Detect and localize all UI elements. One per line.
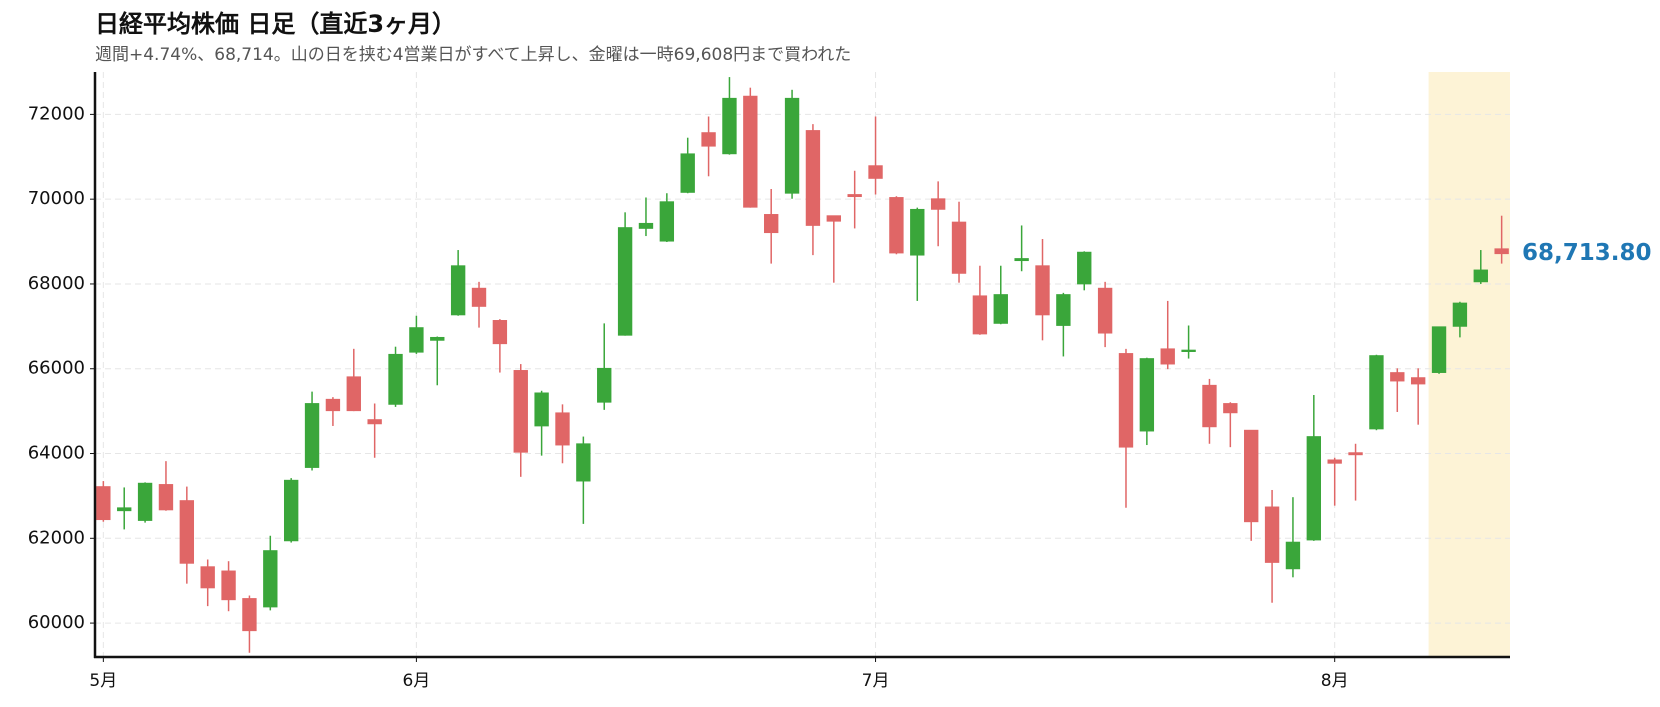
- candle-body: [951, 221, 967, 274]
- candle-body: [1118, 353, 1134, 448]
- y-tick-label: 70000: [28, 188, 85, 209]
- candle-body: [1056, 294, 1071, 326]
- candle-body: [638, 222, 654, 229]
- candle-body: [597, 367, 612, 403]
- candle-body: [304, 403, 320, 468]
- x-tick-label: 5月: [89, 671, 117, 691]
- candle-body: [1390, 372, 1405, 382]
- candle-body: [1202, 384, 1217, 428]
- candle-body: [179, 500, 195, 564]
- candle-body: [1223, 403, 1238, 414]
- candle-body: [576, 443, 591, 482]
- candle-body: [1306, 436, 1322, 541]
- candle-body: [701, 132, 716, 147]
- candle-body: [117, 507, 132, 512]
- chart-subtitle: 週間+4.74%、68,714。山の日を挟む4営業日がすべて上昇し、金曜は一時6…: [95, 45, 851, 65]
- y-tick-label: 60000: [28, 612, 85, 633]
- candle-body: [910, 208, 925, 256]
- candle-body: [826, 215, 841, 222]
- candle-body: [1431, 326, 1447, 373]
- candle-body: [200, 566, 215, 589]
- candle-body: [764, 214, 779, 234]
- candle-body: [555, 412, 570, 446]
- candle-body: [513, 370, 528, 453]
- candle-body: [242, 598, 257, 632]
- candle-body: [1285, 541, 1301, 570]
- candle-body: [1244, 429, 1259, 523]
- y-tick-label: 72000: [28, 103, 85, 124]
- y-tick-label: 66000: [28, 358, 85, 379]
- candle-body: [1014, 258, 1029, 262]
- candle-body: [96, 486, 111, 521]
- y-tick-label: 68000: [28, 273, 85, 294]
- candle-body: [972, 295, 988, 335]
- candle-body: [367, 419, 382, 425]
- y-tick-label: 62000: [28, 527, 85, 548]
- candle-body: [1264, 506, 1280, 563]
- candle-body: [680, 153, 695, 193]
- candle-body: [784, 97, 800, 194]
- candle-body: [659, 201, 675, 242]
- candle-body: [221, 570, 236, 601]
- candle-body: [1369, 355, 1384, 430]
- last-value-label: 68,713.80: [1522, 240, 1652, 266]
- candle-body: [1327, 459, 1342, 464]
- candle-body: [471, 287, 487, 307]
- candle-body: [388, 353, 403, 405]
- candle-body: [722, 97, 737, 155]
- candle-body: [1160, 348, 1175, 365]
- candle-body: [1348, 452, 1363, 456]
- candle-body: [1035, 265, 1050, 316]
- candle-body: [283, 479, 299, 542]
- candle-body: [868, 165, 883, 179]
- candle-body: [993, 294, 1008, 324]
- candle-body: [743, 95, 758, 208]
- chart-title: 日経平均株価 日足（直近3ヶ月）: [95, 10, 456, 38]
- candle-body: [617, 227, 633, 336]
- candle-body: [1181, 349, 1196, 352]
- candle-body: [1494, 248, 1509, 255]
- candle-body: [1473, 269, 1488, 283]
- candle-body: [805, 130, 821, 226]
- candle-body: [137, 482, 153, 521]
- y-tick-label: 64000: [28, 443, 85, 464]
- x-tick-label: 8月: [1321, 671, 1349, 691]
- candle-body: [492, 320, 508, 345]
- candle-body: [1097, 287, 1113, 334]
- candle-body: [889, 197, 904, 254]
- candle-body: [1077, 251, 1092, 285]
- candle-body: [847, 194, 862, 198]
- candle-body: [1452, 302, 1468, 327]
- x-tick-label: 7月: [862, 671, 890, 691]
- candle-body: [930, 198, 946, 210]
- candle-body: [325, 398, 341, 412]
- candle-body: [534, 392, 549, 427]
- candle-body: [158, 484, 174, 511]
- candle-body: [346, 376, 361, 412]
- candle-body: [430, 336, 445, 341]
- candle-body: [450, 265, 466, 316]
- candle-body: [1410, 377, 1426, 385]
- x-tick-label: 6月: [402, 671, 430, 691]
- candle-body: [263, 550, 278, 608]
- candle-body: [1139, 358, 1155, 432]
- candle-body: [409, 327, 424, 353]
